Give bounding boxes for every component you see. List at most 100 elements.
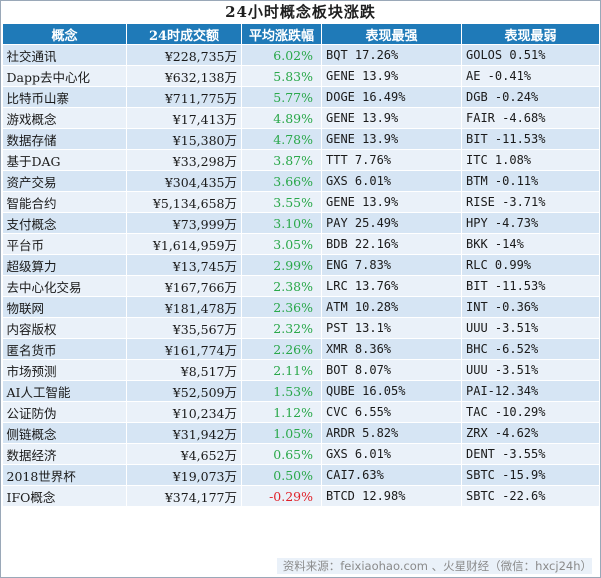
change-cell: 0.65%	[241, 443, 322, 465]
change-cell: 2.11%	[241, 359, 322, 381]
concept-cell: 基于DAG	[2, 149, 127, 171]
best-cell: ATM 10.28%	[321, 296, 462, 318]
change-cell: 3.66%	[241, 170, 322, 192]
header-best: 表现最强	[321, 23, 462, 45]
table-row: 匿名货币 ¥161,774万 2.26% XMR 8.36% BHC -6.52%	[2, 338, 600, 360]
volume-cell: ¥10,234万	[126, 401, 242, 423]
header-concept: 概念	[2, 23, 127, 45]
header-worst: 表现最弱	[461, 23, 600, 45]
volume-cell: ¥161,774万	[126, 338, 242, 360]
table-row: 公证防伪 ¥10,234万 1.12% CVC 6.55% TAC -10.29%	[2, 401, 600, 423]
header-volume: 24时成交额	[126, 23, 242, 45]
concept-cell: AI人工智能	[2, 380, 127, 402]
change-cell: 2.99%	[241, 254, 322, 276]
table-title: 24小时概念板块涨跌	[225, 3, 376, 21]
change-cell: 1.53%	[241, 380, 322, 402]
concept-cell: 数据存储	[2, 128, 127, 150]
table-row: 去中心化交易 ¥167,766万 2.38% LRC 13.76% BIT -11.53…	[2, 275, 600, 297]
worst-cell: BIT -11.53%	[461, 275, 600, 297]
volume-cell: ¥52,509万	[126, 380, 242, 402]
best-cell: CVC 6.55%	[321, 401, 462, 423]
volume-cell: ¥31,942万	[126, 422, 242, 444]
worst-cell: UUU -3.51%	[461, 317, 600, 339]
worst-cell: BHC -6.52%	[461, 338, 600, 360]
worst-cell: UUU -3.51%	[461, 359, 600, 381]
concept-cell: 智能合约	[2, 191, 127, 213]
change-cell: 2.36%	[241, 296, 322, 318]
volume-cell: ¥17,413万	[126, 107, 242, 129]
worst-cell: RLC 0.99%	[461, 254, 600, 276]
table-row: 社交通讯 ¥228,735万 6.02% BQT 17.26% GOLOS 0.51%	[2, 44, 600, 66]
concept-cell: 公证防伪	[2, 401, 127, 423]
best-cell: BDB 22.16%	[321, 233, 462, 255]
concept-cell: 比特币山寨	[2, 86, 127, 108]
best-cell: QUBE 16.05%	[321, 380, 462, 402]
change-cell: 1.12%	[241, 401, 322, 423]
worst-cell: BTM -0.11%	[461, 170, 600, 192]
change-cell: 2.38%	[241, 275, 322, 297]
volume-cell: ¥4,652万	[126, 443, 242, 465]
table-row: 资产交易 ¥304,435万 3.66% GXS 6.01% BTM -0.11%	[2, 170, 600, 192]
concept-cell: 侧链概念	[2, 422, 127, 444]
volume-cell: ¥374,177万	[126, 485, 242, 507]
concept-cell: 数据经济	[2, 443, 127, 465]
best-cell: PAY 25.49%	[321, 212, 462, 234]
worst-cell: ITC 1.08%	[461, 149, 600, 171]
best-cell: XMR 8.36%	[321, 338, 462, 360]
volume-cell: ¥73,999万	[126, 212, 242, 234]
table-row: 物联网 ¥181,478万 2.36% ATM 10.28% INT -0.36%	[2, 296, 600, 318]
concept-cell: 去中心化交易	[2, 275, 127, 297]
worst-cell: SBTC -22.6%	[461, 485, 600, 507]
volume-cell: ¥13,745万	[126, 254, 242, 276]
worst-cell: BKK -14%	[461, 233, 600, 255]
best-cell: LRC 13.76%	[321, 275, 462, 297]
volume-cell: ¥1,614,959万	[126, 233, 242, 255]
table-row: IFO概念 ¥374,177万 -0.29% BTCD 12.98% SBTC -22.…	[2, 485, 600, 507]
table-row: 侧链概念 ¥31,942万 1.05% ARDR 5.82% ZRX -4.62%	[2, 422, 600, 444]
volume-cell: ¥228,735万	[126, 44, 242, 66]
table-row: 2018世界杯 ¥19,073万 0.50% CAI7.63% SBTC -15.9%	[2, 464, 600, 486]
header-change: 平均涨跌幅	[241, 23, 322, 45]
volume-cell: ¥33,298万	[126, 149, 242, 171]
concept-cell: 超级算力	[2, 254, 127, 276]
best-cell: CAI7.63%	[321, 464, 462, 486]
worst-cell: HPY -4.73%	[461, 212, 600, 234]
change-cell: 3.87%	[241, 149, 322, 171]
worst-cell: DENT -3.55%	[461, 443, 600, 465]
volume-cell: ¥167,766万	[126, 275, 242, 297]
best-cell: ARDR 5.82%	[321, 422, 462, 444]
change-cell: 3.10%	[241, 212, 322, 234]
volume-cell: ¥8,517万	[126, 359, 242, 381]
table-row: 基于DAG ¥33,298万 3.87% TTT 7.76% ITC 1.08%	[2, 149, 600, 171]
change-cell: 3.05%	[241, 233, 322, 255]
volume-cell: ¥711,775万	[126, 86, 242, 108]
change-cell: -0.29%	[241, 485, 322, 507]
change-cell: 2.32%	[241, 317, 322, 339]
best-cell: TTT 7.76%	[321, 149, 462, 171]
concept-table: 概念 24时成交额 平均涨跌幅 表现最强 表现最弱 社交通讯 ¥228,735万 6…	[2, 23, 600, 507]
best-cell: BTCD 12.98%	[321, 485, 462, 507]
best-cell: GXS 6.01%	[321, 170, 462, 192]
concept-cell: 资产交易	[2, 170, 127, 192]
change-cell: 3.55%	[241, 191, 322, 213]
change-cell: 2.26%	[241, 338, 322, 360]
worst-cell: BIT -11.53%	[461, 128, 600, 150]
worst-cell: AE -0.41%	[461, 65, 600, 87]
change-cell: 1.05%	[241, 422, 322, 444]
table-row: 平台币 ¥1,614,959万 3.05% BDB 22.16% BKK -14%	[2, 233, 600, 255]
concept-cell: 游戏概念	[2, 107, 127, 129]
concept-cell: Dapp去中心化	[2, 65, 127, 87]
table-row: 数据存储 ¥15,380万 4.78% GENE 13.9% BIT -11.53%	[2, 128, 600, 150]
change-cell: 0.50%	[241, 464, 322, 486]
volume-cell: ¥35,567万	[126, 317, 242, 339]
concept-cell: 支付概念	[2, 212, 127, 234]
table-row: 支付概念 ¥73,999万 3.10% PAY 25.49% HPY -4.73%	[2, 212, 600, 234]
volume-cell: ¥15,380万	[126, 128, 242, 150]
table-row: 比特币山寨 ¥711,775万 5.77% DOGE 16.49% DGB -0.24%	[2, 86, 600, 108]
concept-cell: 物联网	[2, 296, 127, 318]
table-row: Dapp去中心化 ¥632,138万 5.83% GENE 13.9% AE -0.41…	[2, 65, 600, 87]
best-cell: GENE 13.9%	[321, 128, 462, 150]
best-cell: GENE 13.9%	[321, 65, 462, 87]
change-cell: 6.02%	[241, 44, 322, 66]
